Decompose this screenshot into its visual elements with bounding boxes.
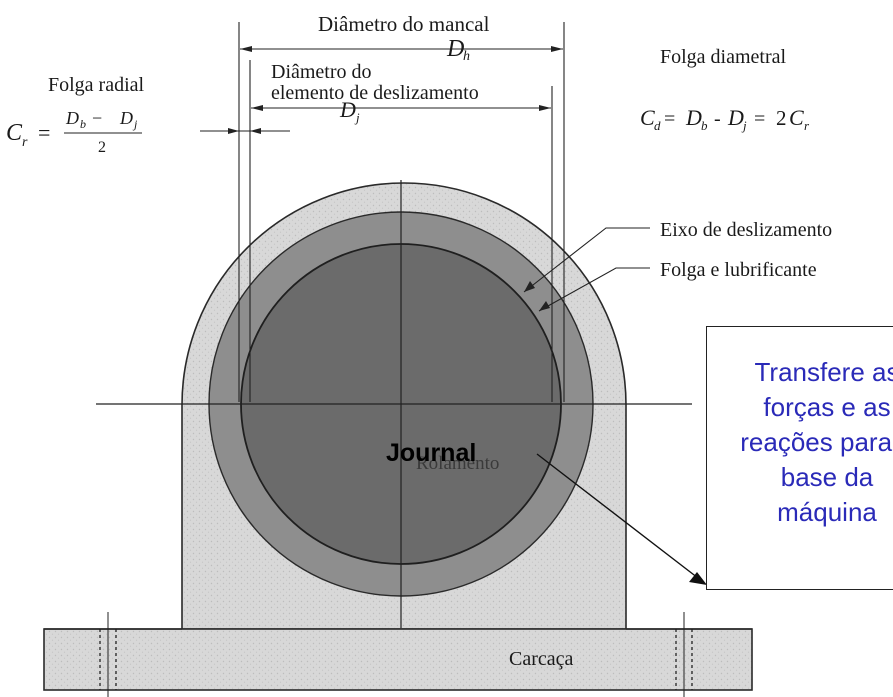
- bolt-hole-right: [675, 629, 693, 690]
- svg-text:b: b: [701, 118, 708, 133]
- svg-text:j: j: [132, 117, 138, 131]
- svg-text:r: r: [804, 118, 810, 133]
- svg-text:D: D: [727, 105, 744, 130]
- formula-radial: C r = D b − D j 2: [6, 108, 142, 156]
- arrow-dj-left: [251, 105, 263, 111]
- svg-text:b: b: [80, 117, 86, 131]
- svg-text:D: D: [685, 105, 702, 130]
- svg-text:C: C: [640, 105, 655, 130]
- label-dj-sub: j: [354, 110, 360, 125]
- label-eixo-deslizamento: Eixo de deslizamento: [660, 219, 832, 241]
- svg-text:D: D: [65, 108, 79, 128]
- arrow-dh-right: [551, 46, 563, 52]
- label-diametro-mancal: Diâmetro do mancal: [318, 12, 490, 36]
- label-diametro-elemento-1: Diâmetro do: [271, 61, 372, 83]
- leader-folga-arrow: [539, 301, 550, 311]
- label-dh-sub: h: [463, 49, 470, 64]
- journal-pointer-arrow: [689, 572, 707, 585]
- label-diametro-elemento-2: elemento de deslizamento: [271, 82, 479, 104]
- bolt-hole-left: [99, 629, 117, 690]
- svg-text:2: 2: [776, 106, 787, 130]
- label-rolamento: Rolamento: [416, 453, 499, 474]
- label-carcaca: Carcaça: [509, 648, 574, 670]
- svg-text:D: D: [119, 108, 133, 128]
- journal-label: Journal: [386, 439, 477, 467]
- label-dh: D: [446, 36, 464, 62]
- svg-text:j: j: [741, 118, 747, 133]
- leader-eixo: [523, 227, 650, 293]
- arrow-dh-left: [240, 46, 252, 52]
- journal-pointer-line: [536, 453, 699, 579]
- leader-eixo-arrow: [524, 281, 535, 292]
- svg-text:C: C: [6, 120, 23, 146]
- label-dj: D: [339, 97, 356, 122]
- leader-folga: [538, 267, 650, 312]
- radial-arrow-b: [250, 128, 261, 134]
- formula-diametral: C d = D b - D j = 2 C r: [640, 105, 810, 133]
- svg-text:=: =: [664, 108, 675, 130]
- note-box: Transfere as forças e as reações para a …: [706, 326, 893, 590]
- radial-arrow-a: [228, 128, 239, 134]
- svg-text:C: C: [789, 105, 804, 130]
- label-folga-radial: Folga radial: [48, 74, 145, 96]
- svg-text:-: -: [714, 108, 721, 130]
- housing-base: [43, 628, 753, 691]
- svg-text:=: =: [38, 120, 50, 145]
- arrow-dj-right: [539, 105, 551, 111]
- svg-text:r: r: [22, 135, 28, 150]
- label-folga-lubrificante: Folga e lubrificante: [660, 259, 817, 281]
- svg-text:=: =: [754, 108, 765, 130]
- svg-text:−: −: [92, 108, 102, 128]
- note-text: Transfere as forças e as reações para a …: [740, 357, 893, 527]
- svg-text:d: d: [654, 118, 661, 133]
- label-folga-diametral: Folga diametral: [660, 46, 787, 68]
- svg-text:2: 2: [98, 139, 106, 156]
